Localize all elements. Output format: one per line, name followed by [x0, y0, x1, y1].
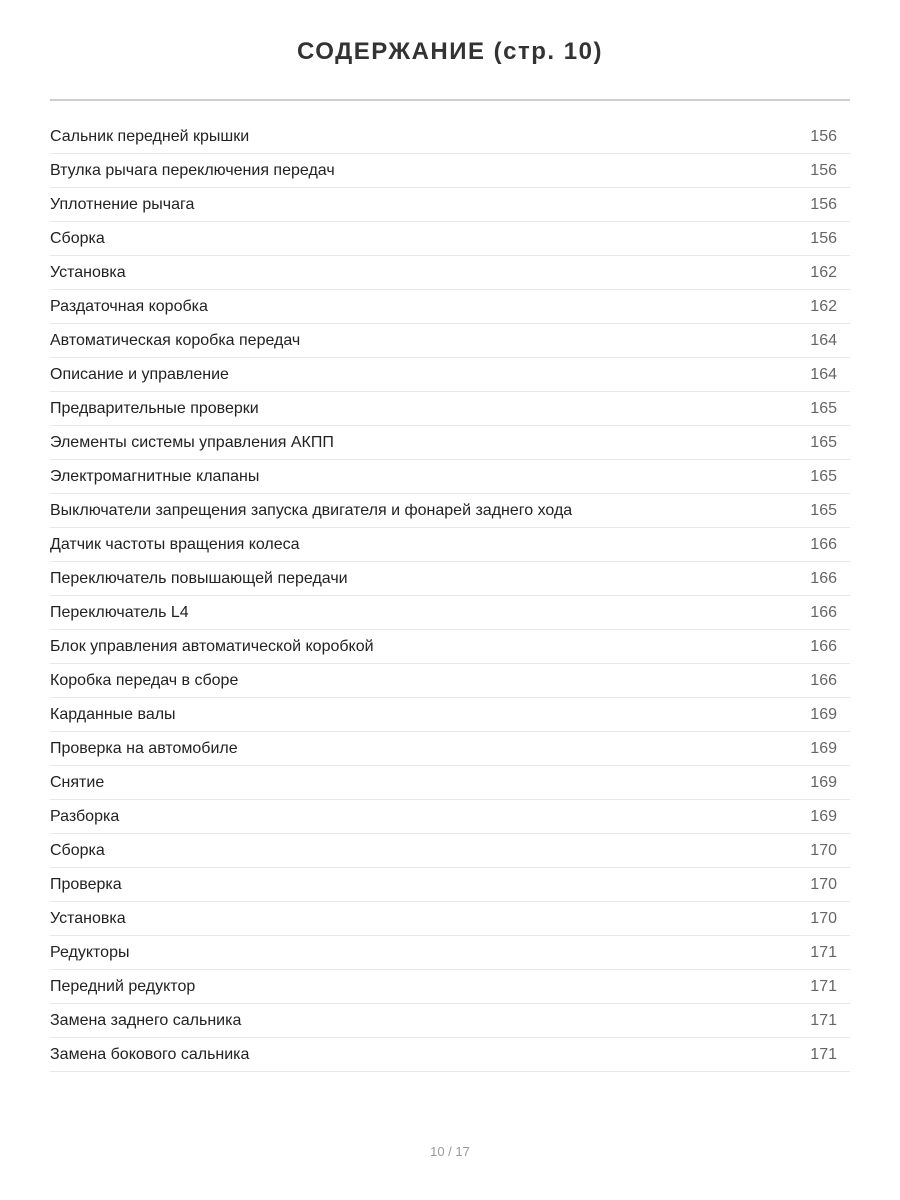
toc-entry-page: 166 [810, 603, 837, 621]
toc-entry-title: Переключатель L4 [50, 603, 189, 621]
toc-entry[interactable]: Снятие 169 [50, 766, 850, 800]
toc-entry[interactable]: Блок управления автоматической коробкой 1… [50, 630, 850, 664]
toc-entry-page: 166 [810, 637, 837, 655]
toc-entry[interactable]: Редукторы 171 [50, 936, 850, 970]
toc-entry-page: 169 [810, 739, 837, 757]
toc-entry-page: 171 [810, 1011, 837, 1029]
toc-entry[interactable]: Сборка 170 [50, 834, 850, 868]
toc-entry-title: Выключатели запрещения запуска двигателя… [50, 501, 573, 519]
toc-entry-title: Раздаточная коробка [50, 297, 208, 315]
toc-entry-title: Передний редуктор [50, 977, 196, 995]
toc-entry-title: Снятие [50, 773, 105, 791]
toc-entry[interactable]: Датчик частоты вращения колеса 166 [50, 528, 850, 562]
toc-entry-page: 170 [810, 841, 837, 859]
toc-entry-title: Замена бокового сальника [50, 1045, 250, 1063]
toc-entry[interactable]: Карданные валы 169 [50, 698, 850, 732]
toc-list: Сальник передней крышки 156 Втулка рычага … [50, 120, 850, 1072]
toc-entry-title: Коробка передач в сборе [50, 671, 239, 689]
toc-entry-page: 166 [810, 569, 837, 587]
toc-entry-page: 169 [810, 705, 837, 723]
toc-entry[interactable]: Элементы системы управления АКПП 165 [50, 426, 850, 460]
toc-entry[interactable]: Сальник передней крышки 156 [50, 120, 850, 154]
toc-entry[interactable]: Раздаточная коробка 162 [50, 290, 850, 324]
toc-entry-title: Сборка [50, 229, 105, 247]
toc-entry-page: 166 [810, 535, 837, 553]
toc-entry[interactable]: Замена заднего сальника 171 [50, 1004, 850, 1038]
toc-entry-title: Сборка [50, 841, 105, 859]
page-title: СОДЕРЖАНИЕ (стр. 10) [297, 38, 603, 65]
toc-entry[interactable]: Замена бокового сальника 171 [50, 1038, 850, 1072]
toc-entry[interactable]: Сборка 156 [50, 222, 850, 256]
toc-entry-title: Элементы системы управления АКПП [50, 433, 334, 451]
title-divider [50, 99, 850, 101]
toc-entry-page: 156 [810, 195, 837, 213]
toc-entry-title: Проверка на автомобиле [50, 739, 238, 757]
toc-entry-page: 171 [810, 943, 837, 961]
toc-entry-title: Сальник передней крышки [50, 127, 250, 145]
toc-entry-page: 156 [810, 127, 837, 145]
toc-entry[interactable]: Проверка на автомобиле 169 [50, 732, 850, 766]
toc-entry[interactable]: Предварительные проверки 165 [50, 392, 850, 426]
toc-entry-page: 162 [810, 297, 837, 315]
toc-entry-title: Редукторы [50, 943, 130, 961]
toc-entry-title: Разборка [50, 807, 120, 825]
toc-entry[interactable]: Передний редуктор 171 [50, 970, 850, 1004]
toc-entry-page: 171 [810, 1045, 837, 1063]
toc-entry-page: 164 [810, 331, 837, 349]
toc-entry-title: Датчик частоты вращения колеса [50, 535, 300, 553]
toc-entry-page: 170 [810, 875, 837, 893]
toc-entry[interactable]: Установка 170 [50, 902, 850, 936]
toc-entry-page: 169 [810, 807, 837, 825]
page-indicator: 10 / 17 [430, 1144, 470, 1159]
toc-entry[interactable]: Коробка передач в сборе 166 [50, 664, 850, 698]
toc-entry-page: 156 [810, 229, 837, 247]
toc-entry-page: 165 [810, 501, 837, 519]
toc-entry[interactable]: Установка 162 [50, 256, 850, 290]
toc-entry-page: 165 [810, 433, 837, 451]
toc-entry[interactable]: Разборка 169 [50, 800, 850, 834]
toc-entry[interactable]: Проверка 170 [50, 868, 850, 902]
toc-entry[interactable]: Автоматическая коробка передач 164 [50, 324, 850, 358]
toc-entry[interactable]: Электромагнитные клапаны 165 [50, 460, 850, 494]
toc-entry-title: Автоматическая коробка передач [50, 331, 301, 349]
toc-entry[interactable]: Уплотнение рычага 156 [50, 188, 850, 222]
toc-entry-title: Замена заднего сальника [50, 1011, 242, 1029]
toc-entry-title: Установка [50, 909, 126, 927]
toc-entry-page: 165 [810, 467, 837, 485]
toc-entry-page: 164 [810, 365, 837, 383]
toc-entry-page: 170 [810, 909, 837, 927]
toc-entry-page: 171 [810, 977, 837, 995]
toc-entry[interactable]: Выключатели запрещения запуска двигателя… [50, 494, 850, 528]
toc-entry[interactable]: Описание и управление 164 [50, 358, 850, 392]
toc-entry-title: Карданные валы [50, 705, 176, 723]
toc-entry-title: Электромагнитные клапаны [50, 467, 260, 485]
toc-entry-page: 169 [810, 773, 837, 791]
toc-entry-title: Установка [50, 263, 126, 281]
toc-entry-title: Втулка рычага переключения передач [50, 161, 335, 179]
toc-entry-title: Переключатель повышающей передачи [50, 569, 348, 587]
toc-entry[interactable]: Переключатель повышающей передачи 166 [50, 562, 850, 596]
toc-entry-title: Блок управления автоматической коробкой [50, 637, 374, 655]
toc-entry-page: 166 [810, 671, 837, 689]
toc-entry-page: 162 [810, 263, 837, 281]
toc-entry-title: Описание и управление [50, 365, 229, 383]
toc-entry-page: 156 [810, 161, 837, 179]
toc-entry[interactable]: Переключатель L4 166 [50, 596, 850, 630]
toc-entry-page: 165 [810, 399, 837, 417]
toc-entry-title: Уплотнение рычага [50, 195, 195, 213]
toc-entry-title: Предварительные проверки [50, 399, 259, 417]
toc-entry[interactable]: Втулка рычага переключения передач 156 [50, 154, 850, 188]
toc-entry-title: Проверка [50, 875, 122, 893]
